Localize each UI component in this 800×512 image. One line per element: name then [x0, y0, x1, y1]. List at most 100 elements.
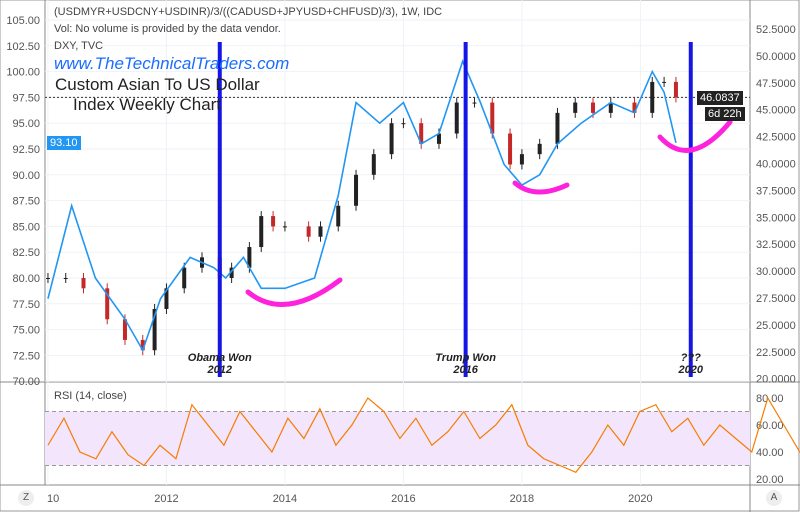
candle	[591, 102, 596, 113]
rsi-axis-tick: 20.00	[756, 474, 784, 486]
candle	[45, 278, 50, 279]
election-label-line1: ???	[680, 352, 701, 364]
candle	[389, 123, 394, 155]
countdown-badge: 6d 22h	[705, 107, 745, 121]
election-label-year: 2020	[678, 364, 703, 376]
highlight-arc	[245, 277, 343, 307]
rsi-axis-tick: 40.00	[756, 447, 784, 459]
right-axis-tick: 30.0000	[756, 266, 796, 278]
candle	[573, 102, 578, 113]
candle	[537, 143, 542, 155]
candle	[555, 112, 560, 144]
candle	[140, 339, 145, 351]
candle	[354, 174, 359, 206]
overlay-legend[interactable]: DXY, TVC	[54, 40, 104, 52]
rsi-axis-tick: 80.00	[756, 393, 784, 405]
right-axis-tick: 47.5000	[756, 78, 796, 90]
dxy-line	[47, 59, 677, 353]
right-axis-tick: 45.0000	[756, 105, 796, 117]
candle	[229, 267, 234, 278]
candle	[508, 133, 513, 165]
election-label: Trump Won 2016	[426, 352, 506, 376]
volume-note: Vol: No volume is provided by the data v…	[54, 23, 281, 35]
time-axis-tick: 2016	[391, 493, 415, 505]
candle	[419, 123, 424, 144]
time-axis-tick: 10	[47, 493, 59, 505]
candle	[152, 308, 157, 351]
candle	[318, 226, 323, 237]
candle	[519, 154, 524, 165]
candle	[662, 81, 667, 83]
left-axis-tick: 102.50	[6, 41, 40, 53]
time-axis-tick: 2012	[154, 493, 178, 505]
right-axis-tick: 20.0000	[756, 374, 796, 386]
symbol-header: (USDMYR+USDCNY+USDINR)/3/((CADUSD+JPYUSD…	[54, 6, 443, 18]
left-axis-tick: 105.00	[6, 15, 40, 27]
candle	[247, 247, 252, 268]
election-label-year: 2012	[207, 364, 232, 376]
candle	[164, 288, 169, 309]
right-price-badge: 46.0837	[697, 91, 743, 105]
left-axis-tick: 87.50	[12, 196, 40, 208]
time-axis-tick: 2014	[273, 493, 297, 505]
right-axis-tick: 22.5000	[756, 347, 796, 359]
right-axis-tick: 37.5000	[756, 185, 796, 197]
candle	[490, 102, 495, 134]
right-axis-tick: 32.5000	[756, 239, 796, 251]
left-axis-tick: 90.00	[12, 170, 40, 182]
right-axis-tick: 42.5000	[756, 132, 796, 144]
rsi-legend[interactable]: RSI (14, close)	[54, 390, 127, 402]
right-axis-tick: 52.5000	[756, 24, 796, 36]
candle	[63, 278, 68, 279]
candle	[81, 278, 86, 289]
watermark: www.TheTechnicalTraders.com	[54, 54, 290, 73]
candle	[673, 81, 678, 98]
left-axis-tick: 77.50	[12, 299, 40, 311]
time-axis-tick: 2020	[628, 493, 652, 505]
election-label: Obama Won 2012	[180, 352, 260, 376]
highlight-arc	[512, 180, 570, 195]
left-price-badge: 93.10	[47, 136, 81, 150]
left-axis-tick: 95.00	[12, 118, 40, 130]
candle	[436, 133, 441, 144]
election-label-line1: Obama Won	[187, 352, 252, 364]
rsi-band	[45, 411, 750, 466]
left-axis-tick: 70.00	[12, 376, 40, 388]
zoom-button[interactable]: Z	[18, 490, 34, 506]
candle	[306, 226, 311, 237]
candle	[632, 102, 637, 113]
candle	[336, 205, 341, 227]
auto-scale-button[interactable]: A	[766, 490, 782, 506]
highlight-arc	[657, 119, 733, 153]
rsi-line	[47, 396, 800, 473]
election-label-year: 2016	[453, 364, 478, 376]
candle	[259, 216, 264, 248]
candle	[371, 154, 376, 175]
left-axis-tick: 82.50	[12, 247, 40, 259]
right-axis-tick: 40.0000	[756, 159, 796, 171]
candle	[182, 267, 187, 289]
left-axis-tick: 72.50	[12, 350, 40, 362]
right-axis-tick: 27.5000	[756, 293, 796, 305]
rsi-axis-tick: 60.00	[756, 420, 784, 432]
left-axis-tick: 85.00	[12, 221, 40, 233]
candle	[122, 319, 127, 340]
right-axis-tick: 35.0000	[756, 212, 796, 224]
election-label: ??? 2020	[651, 352, 731, 376]
left-axis-tick: 100.00	[6, 67, 40, 79]
left-axis-tick: 97.50	[12, 92, 40, 104]
left-axis-tick: 75.00	[12, 325, 40, 337]
chart-title-line1: Custom Asian To US Dollar	[55, 75, 260, 94]
candle	[472, 102, 477, 104]
candle	[608, 102, 613, 113]
candle	[401, 123, 406, 125]
right-axis-tick: 25.0000	[756, 320, 796, 332]
left-axis-tick: 80.00	[12, 273, 40, 285]
candle	[454, 102, 459, 134]
right-axis-tick: 50.0000	[756, 51, 796, 63]
candle	[271, 216, 276, 227]
candle	[650, 81, 655, 113]
chart-title-line2: Index Weekly Chart	[73, 95, 222, 114]
